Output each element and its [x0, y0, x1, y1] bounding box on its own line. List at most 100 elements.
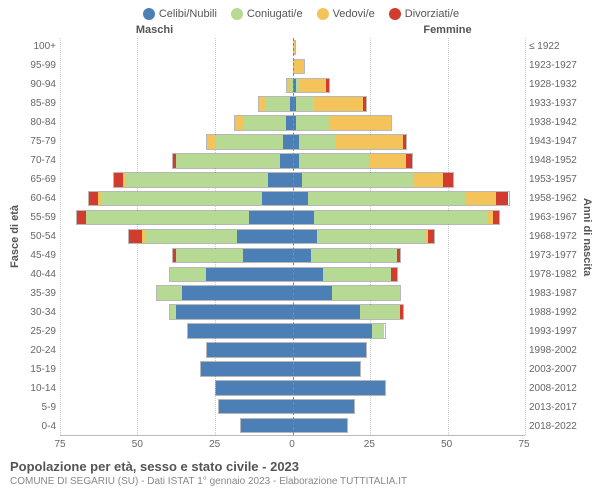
segment-divorziati — [428, 230, 434, 244]
segment-celibi — [293, 192, 308, 206]
female-side — [293, 359, 526, 378]
segment-coniugati — [302, 173, 413, 187]
segment-coniugati — [323, 268, 391, 282]
center-line — [293, 38, 294, 435]
female-side — [293, 38, 526, 57]
population-bar — [240, 418, 293, 434]
female-side — [293, 416, 526, 435]
age-tick: 95-99 — [22, 57, 60, 76]
segment-divorziati — [77, 211, 86, 225]
age-tick: 5-9 — [22, 398, 60, 417]
legend: Celibi/Nubili Coniugati/e Vedovi/e Divorzia… — [8, 8, 594, 20]
x-tick: 50 — [441, 439, 452, 450]
age-tick: 75-79 — [22, 133, 60, 152]
population-bar — [76, 210, 293, 226]
population-bar — [172, 153, 293, 169]
segment-coniugati — [332, 286, 400, 300]
segment-celibi — [293, 268, 324, 282]
age-tick: 90-94 — [22, 76, 60, 95]
population-bar — [293, 59, 305, 75]
population-bar — [293, 248, 402, 264]
birth-tick: 1963-1967 — [525, 209, 580, 228]
segment-celibi — [216, 381, 292, 395]
population-bar — [293, 78, 330, 94]
birth-tick: 2013-2017 — [525, 398, 580, 417]
chart-subtitle: COMUNE DI SEGARIU (SU) - Dati ISTAT 1° g… — [10, 476, 594, 487]
segment-celibi — [201, 362, 293, 376]
segment-vedovi — [465, 192, 496, 206]
birth-tick: 1998-2002 — [525, 341, 580, 360]
legend-label: Vedovi/e — [333, 8, 375, 20]
age-tick: 85-89 — [22, 95, 60, 114]
segment-coniugati — [265, 97, 289, 111]
segment-vedovi — [299, 79, 326, 93]
segment-divorziati — [89, 192, 98, 206]
birth-tick: 1953-1957 — [525, 171, 580, 190]
legend-label: Celibi/Nubili — [159, 8, 217, 20]
population-bar — [128, 229, 292, 245]
birth-tick: 1993-1997 — [525, 322, 580, 341]
male-side — [60, 246, 293, 265]
segment-divorziati — [114, 173, 123, 187]
female-side — [293, 189, 526, 208]
segment-celibi — [182, 286, 293, 300]
population-bar — [187, 323, 292, 339]
population-bar — [293, 304, 405, 320]
population-bar — [258, 96, 292, 112]
segment-coniugati — [299, 154, 370, 168]
y-axis-label-left: Fasce di età — [8, 38, 22, 436]
population-bar — [293, 285, 402, 301]
population-bar — [293, 342, 367, 358]
birth-tick: 1958-1962 — [525, 190, 580, 209]
segment-vedovi — [369, 154, 406, 168]
birth-tick: 2008-2012 — [525, 379, 580, 398]
female-side — [293, 322, 526, 341]
y-axis-label-right: Anni di nascita — [580, 38, 594, 436]
segment-divorziati — [397, 249, 400, 263]
population-bar — [293, 229, 436, 245]
age-tick: 50-54 — [22, 228, 60, 247]
segment-divorziati — [363, 97, 366, 111]
segment-divorziati — [391, 268, 397, 282]
gridline — [525, 38, 526, 435]
female-side — [293, 208, 526, 227]
age-tick: 30-34 — [22, 303, 60, 322]
male-side — [60, 189, 293, 208]
male-side — [60, 57, 293, 76]
x-tick: 75 — [54, 439, 65, 450]
age-tick: 55-59 — [22, 209, 60, 228]
birth-tick: 1983-1987 — [525, 284, 580, 303]
birth-tick: 1978-1982 — [525, 265, 580, 284]
male-side — [60, 416, 293, 435]
male-side — [60, 38, 293, 57]
birth-tick: 1938-1942 — [525, 114, 580, 133]
age-tick: 60-64 — [22, 190, 60, 209]
x-tick: 0 — [289, 439, 295, 450]
male-side — [60, 114, 293, 133]
legend-label: Coniugati/e — [247, 8, 303, 20]
male-side — [60, 378, 293, 397]
birth-tick: 2018-2022 — [525, 417, 580, 436]
legend-label: Divorziati/e — [405, 8, 459, 20]
segment-vedovi — [235, 116, 244, 130]
population-bar — [218, 399, 292, 415]
segment-celibi — [293, 362, 360, 376]
population-bar — [293, 153, 414, 169]
segment-celibi — [293, 286, 333, 300]
population-bar — [293, 380, 386, 396]
population-bar — [293, 210, 501, 226]
legend-swatch — [231, 8, 243, 20]
age-tick: 80-84 — [22, 114, 60, 133]
segment-celibi — [293, 211, 315, 225]
population-bar — [200, 361, 293, 377]
chart-title: Popolazione per età, sesso e stato civil… — [10, 459, 594, 474]
segment-divorziati — [400, 305, 403, 319]
legend-swatch — [317, 8, 329, 20]
age-tick: 35-39 — [22, 284, 60, 303]
legend-item: Coniugati/e — [231, 8, 303, 20]
segment-celibi — [243, 249, 292, 263]
age-tick: 70-74 — [22, 152, 60, 171]
segment-celibi — [206, 268, 292, 282]
legend-swatch — [143, 8, 155, 20]
segment-coniugati — [317, 230, 425, 244]
